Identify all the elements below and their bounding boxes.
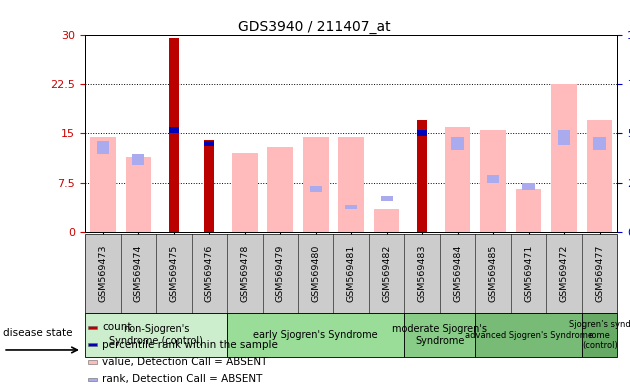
Text: GSM569481: GSM569481 bbox=[346, 245, 356, 302]
Text: GSM569476: GSM569476 bbox=[205, 245, 214, 302]
Bar bbox=[558, 130, 570, 144]
Text: percentile rank within the sample: percentile rank within the sample bbox=[102, 340, 278, 350]
Bar bbox=[487, 175, 500, 183]
Text: GSM569475: GSM569475 bbox=[169, 245, 178, 302]
Bar bbox=[417, 131, 427, 136]
Text: Sjogren’s synd
rome
(control): Sjogren’s synd rome (control) bbox=[569, 320, 630, 350]
Bar bbox=[232, 153, 258, 232]
Bar bbox=[90, 137, 115, 232]
Text: moderate Sjogren's
Syndrome: moderate Sjogren's Syndrome bbox=[392, 324, 488, 346]
Text: GSM569471: GSM569471 bbox=[524, 245, 533, 302]
Bar bbox=[551, 84, 577, 232]
Text: early Sjogren's Syndrome: early Sjogren's Syndrome bbox=[253, 330, 378, 340]
Text: disease state: disease state bbox=[3, 328, 72, 338]
Bar bbox=[132, 154, 144, 165]
Text: GSM569482: GSM569482 bbox=[382, 245, 391, 302]
Text: count: count bbox=[102, 323, 132, 333]
Title: GDS3940 / 211407_at: GDS3940 / 211407_at bbox=[238, 20, 390, 33]
Text: GSM569479: GSM569479 bbox=[276, 245, 285, 302]
Bar bbox=[169, 127, 179, 133]
Bar bbox=[587, 120, 612, 232]
Text: GSM569484: GSM569484 bbox=[453, 245, 462, 302]
Text: GSM569478: GSM569478 bbox=[240, 245, 249, 302]
Bar bbox=[417, 120, 427, 232]
Bar bbox=[309, 185, 322, 192]
Text: non-Sjogren's
Syndrome (control): non-Sjogren's Syndrome (control) bbox=[109, 324, 203, 346]
Bar bbox=[593, 137, 606, 150]
Text: advanced Sjogren's Syndrome: advanced Sjogren's Syndrome bbox=[464, 331, 593, 339]
Text: GSM569480: GSM569480 bbox=[311, 245, 320, 302]
Bar bbox=[374, 209, 399, 232]
Text: GSM569477: GSM569477 bbox=[595, 245, 604, 302]
Bar bbox=[481, 130, 506, 232]
Bar bbox=[169, 38, 179, 232]
Text: GSM569483: GSM569483 bbox=[418, 245, 427, 302]
Text: value, Detection Call = ABSENT: value, Detection Call = ABSENT bbox=[102, 357, 267, 367]
Bar bbox=[268, 147, 293, 232]
Text: rank, Detection Call = ABSENT: rank, Detection Call = ABSENT bbox=[102, 374, 263, 384]
Bar bbox=[125, 157, 151, 232]
Text: GSM569473: GSM569473 bbox=[98, 245, 107, 302]
Text: GSM569474: GSM569474 bbox=[134, 245, 143, 302]
Bar bbox=[381, 196, 393, 201]
Bar bbox=[345, 205, 357, 209]
Bar bbox=[338, 137, 364, 232]
Bar bbox=[522, 184, 535, 190]
Bar bbox=[516, 189, 541, 232]
Bar bbox=[204, 140, 214, 232]
Text: GSM569485: GSM569485 bbox=[489, 245, 498, 302]
Bar bbox=[452, 137, 464, 150]
Bar bbox=[204, 141, 214, 146]
Bar bbox=[303, 137, 328, 232]
Bar bbox=[96, 141, 109, 154]
Bar bbox=[445, 127, 471, 232]
Text: GSM569472: GSM569472 bbox=[559, 245, 569, 302]
